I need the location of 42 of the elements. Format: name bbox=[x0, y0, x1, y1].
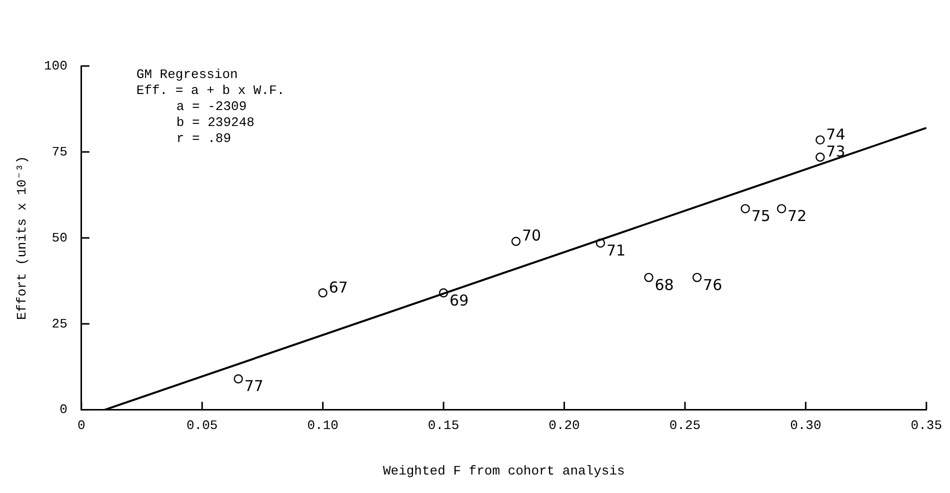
annotation: 70 bbox=[522, 226, 542, 245]
annotation: 77 bbox=[244, 377, 264, 396]
x-tick-label: 0.15 bbox=[428, 418, 460, 434]
y-tick-label: 25 bbox=[52, 316, 68, 332]
point bbox=[692, 272, 702, 282]
x-tick-label: 0.35 bbox=[910, 418, 942, 434]
y-tick-label: 75 bbox=[52, 144, 68, 160]
annotation: b = 239248 bbox=[176, 114, 254, 130]
y-tick-label: 100 bbox=[44, 58, 68, 74]
annotation: a = -2309 bbox=[176, 98, 247, 114]
point bbox=[596, 238, 606, 248]
annotation: 68 bbox=[654, 276, 674, 294]
annotation: 72 bbox=[788, 207, 807, 226]
point bbox=[776, 204, 786, 214]
y-axis-title: Effort (units x 10⁻³) bbox=[14, 156, 30, 320]
y-tick-label: 0 bbox=[60, 402, 68, 418]
x-tick-label: 0.10 bbox=[307, 418, 338, 434]
y-tick-label: 50 bbox=[52, 230, 68, 246]
annotation: 71 bbox=[606, 241, 626, 260]
x-axis-title: Weighted F from cohort analysis bbox=[382, 464, 625, 479]
annotation: 76 bbox=[703, 276, 722, 294]
annotation: 74 bbox=[826, 125, 846, 144]
point bbox=[511, 236, 521, 246]
point bbox=[740, 204, 750, 214]
point bbox=[318, 288, 328, 298]
point bbox=[816, 135, 825, 145]
point bbox=[644, 272, 654, 282]
x-tick-label: 0.05 bbox=[186, 418, 218, 434]
annotation: 67 bbox=[328, 278, 348, 296]
x-tick-label: 0.20 bbox=[548, 418, 580, 434]
point bbox=[816, 152, 825, 162]
x-tick-label: 0 bbox=[78, 418, 86, 434]
annotation: 69 bbox=[450, 291, 469, 310]
annotation: 73 bbox=[826, 142, 846, 160]
annotation: GM Regression bbox=[136, 66, 238, 82]
point bbox=[438, 288, 448, 298]
annotation: r = .89 bbox=[176, 130, 232, 146]
point bbox=[234, 374, 243, 384]
annotation: 75 bbox=[751, 207, 770, 226]
annotation: Eff. = a + b x W.F. bbox=[136, 82, 285, 98]
x-tick-label: 0.30 bbox=[790, 418, 822, 434]
x-tick-label: 0.25 bbox=[669, 418, 701, 434]
